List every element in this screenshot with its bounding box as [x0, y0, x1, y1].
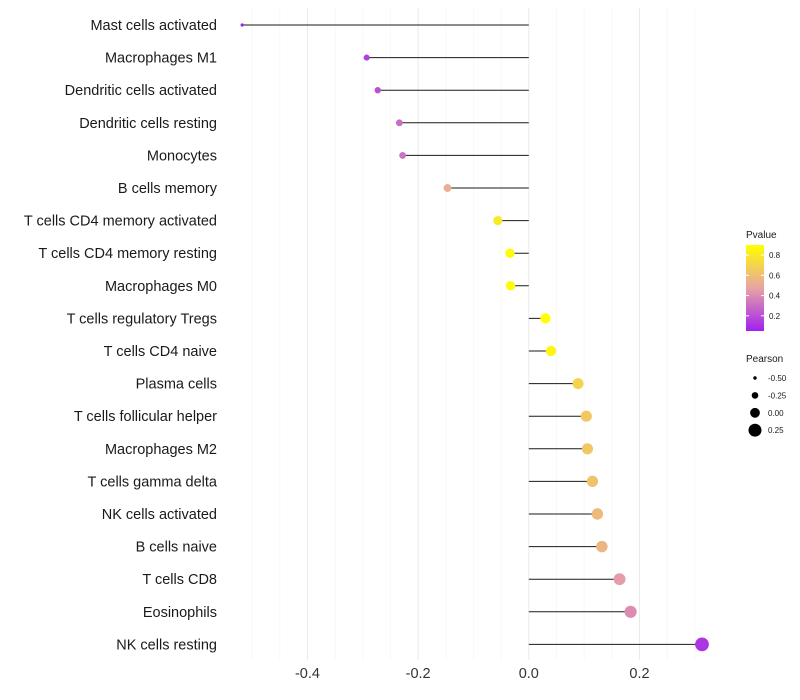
pvalue-legend-label: 0.2 [769, 312, 781, 321]
category-label: Monocytes [147, 148, 217, 164]
pvalue-legend-title: Pvalue [746, 230, 777, 241]
category-label: Eosinophils [143, 605, 217, 621]
data-point [443, 184, 452, 192]
pvalue-legend-label: 0.8 [769, 251, 781, 260]
category-label: Dendritic cells activated [65, 83, 217, 99]
x-tick-label: -0.4 [295, 666, 320, 682]
category-label: Plasma cells [136, 377, 217, 393]
data-point [695, 637, 709, 652]
data-point [395, 119, 403, 127]
category-label: T cells CD4 memory activated [24, 214, 217, 230]
pearson-legend-dot [753, 376, 757, 380]
data-point [613, 573, 626, 586]
data-point [572, 378, 584, 390]
category-label: Macrophages M0 [105, 279, 217, 295]
category-label: B cells memory [118, 181, 218, 197]
data-point [374, 87, 381, 94]
category-label: NK cells resting [116, 637, 217, 653]
x-axis-tick-labels: -0.4 -0.2 0.0 0.2 [295, 666, 650, 682]
category-label: T cells CD4 naive [104, 344, 217, 360]
category-label: T cells regulatory Tregs [67, 311, 217, 327]
pearson-legend-dot [750, 407, 760, 418]
pvalue-legend-label: 0.4 [769, 292, 781, 301]
pearson-legend-label: 0.25 [768, 426, 784, 435]
pearson-legend-title: Pearson [746, 354, 783, 365]
data-point [505, 281, 516, 291]
data-point [581, 443, 594, 455]
category-label: T cells CD8 [142, 572, 217, 588]
x-tick-label: 0.2 [629, 666, 649, 682]
data-point [493, 216, 503, 226]
data-point [596, 540, 608, 553]
pearson-legend-dot [751, 392, 759, 399]
pearson-legend-dot [748, 423, 762, 437]
lollipop-points [240, 23, 709, 652]
data-point [540, 313, 551, 324]
pearson-legend-label: -0.25 [768, 391, 787, 400]
data-point [624, 605, 637, 618]
pvalue-legend: Pvalue 0.8 0.6 0.4 0.2 [746, 230, 781, 331]
category-labels: Mast cells activated Macrophages M1 Dendri… [24, 18, 218, 653]
pvalue-color-bar [746, 245, 764, 331]
category-label: Dendritic cells resting [79, 116, 217, 132]
category-label: B cells naive [136, 540, 217, 556]
data-point [591, 508, 604, 520]
data-point [363, 54, 370, 61]
category-label: T cells follicular helper [74, 409, 217, 425]
data-point [399, 151, 407, 159]
grid-lines [251, 8, 696, 660]
pearson-legend: Pearson -0.50 -0.25 0.00 0.25 [746, 354, 787, 437]
x-tick-label: -0.2 [406, 666, 431, 682]
category-label: T cells gamma delta [88, 474, 218, 490]
category-label: Mast cells activated [90, 18, 217, 34]
lollipop-stems [242, 24, 702, 645]
data-point [505, 248, 515, 258]
pearson-legend-label: -0.50 [768, 374, 787, 383]
category-label: Macrophages M2 [105, 442, 217, 458]
category-label: NK cells activated [102, 507, 217, 523]
data-point [545, 345, 557, 357]
pvalue-legend-label: 0.6 [769, 271, 781, 280]
category-label: Macrophages M1 [105, 51, 217, 67]
x-tick-label: 0.0 [519, 666, 539, 682]
data-point [240, 23, 244, 27]
pearson-legend-label: 0.00 [768, 409, 784, 418]
data-point [586, 475, 599, 488]
data-point [580, 410, 592, 422]
category-label: T cells CD4 memory resting [38, 246, 217, 262]
